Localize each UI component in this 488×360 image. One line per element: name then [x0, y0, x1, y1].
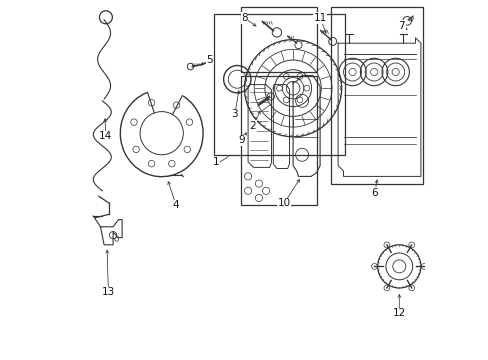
Text: 3: 3 — [231, 109, 238, 120]
Text: 13: 13 — [102, 287, 115, 297]
Text: 6: 6 — [371, 188, 377, 198]
Text: 9: 9 — [238, 135, 245, 145]
Text: 4: 4 — [172, 200, 179, 210]
Text: 2: 2 — [249, 121, 256, 131]
Bar — [330, 7, 422, 184]
Text: 11: 11 — [313, 13, 326, 23]
Text: 7: 7 — [398, 21, 404, 31]
Text: 1: 1 — [212, 157, 219, 167]
Text: 5: 5 — [206, 55, 212, 66]
Bar — [241, 7, 316, 72]
Bar — [241, 76, 316, 205]
Text: 12: 12 — [392, 308, 405, 318]
Bar — [213, 14, 345, 155]
Text: 8: 8 — [241, 13, 247, 23]
Text: 10: 10 — [277, 198, 290, 208]
Text: 14: 14 — [99, 131, 112, 141]
